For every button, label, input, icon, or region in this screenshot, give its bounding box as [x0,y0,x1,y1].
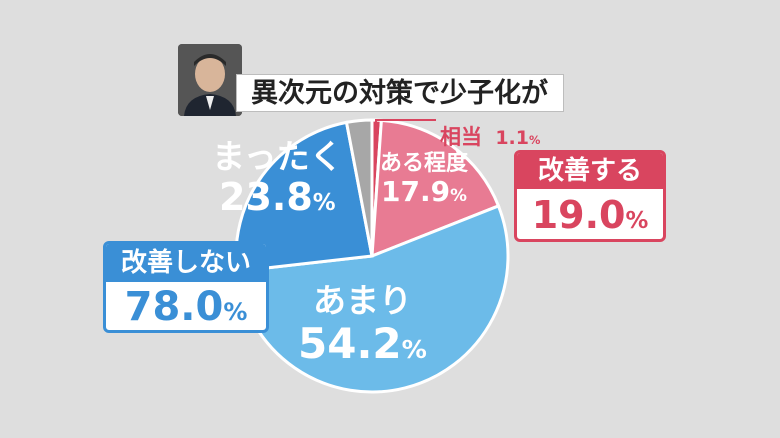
chart-title: 異次元の対策で少子化が [236,74,564,112]
label-souto-value: 1.1% [495,127,541,149]
improve-box: 改善する 19.0% [514,150,666,242]
not-improve-box: 改善しない 78.0% [103,241,269,333]
label-aru-teido-name: ある程度 [380,151,469,176]
label-mattaku-value: 23.8% [219,174,336,219]
improve-box-value: 19.0% [531,193,649,237]
label-mattaku: まったく 23.8% [212,138,343,220]
label-aru-teido: ある程度 17.9% [380,151,468,208]
portrait-photo [178,44,242,116]
label-amari: あまり 54.2% [298,282,427,368]
label-amari-value: 54.2% [298,318,427,368]
not-improve-box-value: 78.0% [124,284,248,330]
label-souto: 相当 1.1% [440,121,540,151]
pie-slice-1 [370,118,501,259]
not-improve-box-label: 改善しない [106,244,266,282]
souto-leader-line [375,119,436,126]
label-souto-name: 相当 [440,125,482,149]
improve-box-label: 改善する [517,153,663,189]
label-amari-name: あまり [312,281,412,320]
label-aru-teido-value: 17.9% [381,175,467,209]
pie-slice-4 [344,118,374,257]
label-mattaku-name: まったく [212,137,343,176]
